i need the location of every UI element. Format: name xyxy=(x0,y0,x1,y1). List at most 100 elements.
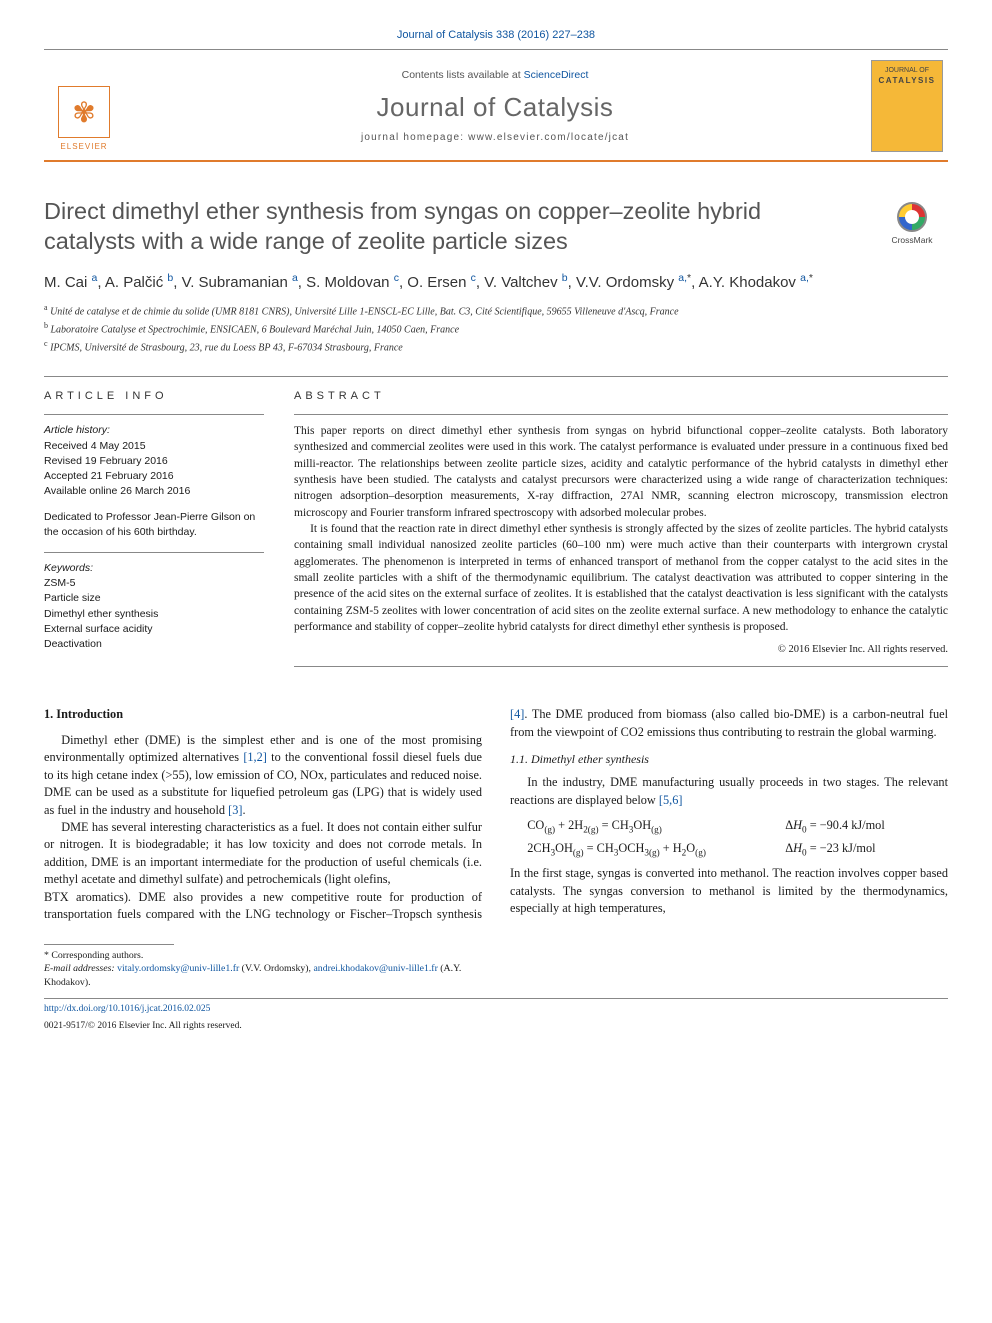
info-rule-2 xyxy=(44,552,264,553)
cover-box: JOURNAL OF CATALYSIS xyxy=(866,60,948,152)
ref-4[interactable]: [4] xyxy=(510,707,524,721)
author-affiliation-marker: b xyxy=(562,272,568,284)
article-title: Direct dimethyl ether synthesis from syn… xyxy=(44,196,858,256)
eq2-lhs: 2CH3OH(g) = CH3OCH3(g) + H2O(g) xyxy=(527,840,757,860)
author-affiliation-marker: a xyxy=(292,272,298,284)
history-revised: Revised 19 February 2016 xyxy=(44,454,264,469)
author: A. Palčić b xyxy=(105,274,173,291)
intro-p2: DME has several interesting characterist… xyxy=(44,819,482,889)
affiliation: b Laboratoire Catalyse et Spectrochimie,… xyxy=(44,320,948,338)
doi-line: http://dx.doi.org/10.1016/j.jcat.2016.02… xyxy=(44,1003,948,1016)
homepage-label: journal homepage: xyxy=(361,132,468,143)
crossmark-icon xyxy=(897,202,927,232)
equations: CO(g) + 2H2(g) = CH3OH(g) ΔH0 = −90.4 kJ… xyxy=(527,817,948,859)
history-received: Received 4 May 2015 xyxy=(44,439,264,454)
author-list: M. Cai a, A. Palčić b, V. Subramanian a,… xyxy=(44,271,948,295)
contents-line: Contents lists available at ScienceDirec… xyxy=(138,68,852,83)
affiliation: a Unité de catalyse et de chimie du soli… xyxy=(44,302,948,320)
cover-line2: CATALYSIS xyxy=(879,76,936,86)
author-affiliation-marker: b xyxy=(167,272,173,284)
keyword: ZSM-5 xyxy=(44,576,264,591)
author: O. Ersen c xyxy=(407,274,476,291)
affiliation: c IPCMS, Université de Strasbourg, 23, r… xyxy=(44,338,948,356)
email-line: E-mail addresses: vitaly.ordomsky@univ-l… xyxy=(44,962,469,989)
history-accepted: Accepted 21 February 2016 xyxy=(44,469,264,484)
ref-3[interactable]: [3] xyxy=(228,803,242,817)
masthead-center: Contents lists available at ScienceDirec… xyxy=(138,60,852,152)
eq2-rhs: ΔH0 = −23 kJ/mol xyxy=(785,840,875,860)
keywords-header: Keywords: xyxy=(44,561,264,576)
keyword: Dimethyl ether synthesis xyxy=(44,607,264,622)
author-affiliation-marker: c xyxy=(471,272,476,284)
crossmark-badge[interactable]: CrossMark xyxy=(876,196,948,256)
keyword: Deactivation xyxy=(44,637,264,652)
author-affiliation-marker: a xyxy=(92,272,98,284)
email-2[interactable]: andrei.khodakov@univ-lille1.fr xyxy=(313,963,437,974)
footnote-rule xyxy=(44,944,174,945)
author-affiliation-marker: a, xyxy=(678,272,687,284)
section-1-heading: 1. Introduction xyxy=(44,706,482,723)
abstract-p2: It is found that the reaction rate in di… xyxy=(294,521,948,635)
elsevier-logo[interactable]: ✾ ELSEVIER xyxy=(54,80,114,152)
journal-cover-thumb[interactable]: JOURNAL OF CATALYSIS xyxy=(871,60,943,152)
abstract-copyright: © 2016 Elsevier Inc. All rights reserved… xyxy=(294,643,948,658)
bottom-rule xyxy=(44,998,948,999)
affiliation-list: a Unité de catalyse et de chimie du soli… xyxy=(44,302,948,355)
issn-line: 0021-9517/© 2016 Elsevier Inc. All right… xyxy=(44,1020,948,1033)
homepage-url[interactable]: www.elsevier.com/locate/jcat xyxy=(468,132,629,143)
author-affiliation-marker: a, xyxy=(800,272,809,284)
corresponding-label: * Corresponding authors. xyxy=(44,949,469,963)
history-online: Available online 26 March 2016 xyxy=(44,484,264,499)
article-info-panel: ARTICLE INFO Article history: Received 4… xyxy=(44,389,264,668)
email-label: E-mail addresses: xyxy=(44,963,115,974)
sciencedirect-link[interactable]: ScienceDirect xyxy=(524,69,589,81)
citation-line: Journal of Catalysis 338 (2016) 227–238 xyxy=(44,28,948,43)
masthead: ✾ ELSEVIER Contents lists available at S… xyxy=(44,50,948,162)
publisher-name: ELSEVIER xyxy=(60,141,107,152)
corresponding-star-icon: * xyxy=(809,272,813,284)
author: V.V. Ordomsky a,* xyxy=(576,274,691,291)
cover-line1: JOURNAL OF xyxy=(885,67,929,75)
journal-name: Journal of Catalysis xyxy=(138,89,852,125)
abstract-panel: ABSTRACT This paper reports on direct di… xyxy=(294,389,948,668)
keyword: External surface acidity xyxy=(44,622,264,637)
affiliation-key: a xyxy=(44,303,48,312)
crossmark-label: CrossMark xyxy=(891,235,932,247)
email-1-who: (V.V. Ordomsky), xyxy=(239,963,313,974)
history-header: Article history: xyxy=(44,423,264,438)
intro-p1: Dimethyl ether (DME) is the simplest eth… xyxy=(44,732,482,819)
author-affiliation-marker: c xyxy=(394,272,399,284)
doi-link[interactable]: http://dx.doi.org/10.1016/j.jcat.2016.02… xyxy=(44,1004,210,1014)
ref-5-6[interactable]: [5,6] xyxy=(659,793,683,807)
keyword: Particle size xyxy=(44,591,264,606)
author: A.Y. Khodakov a,* xyxy=(699,274,813,291)
equation-1: CO(g) + 2H2(g) = CH3OH(g) ΔH0 = −90.4 kJ… xyxy=(527,817,948,837)
elsevier-tree-icon: ✾ xyxy=(58,86,110,138)
info-rule-1 xyxy=(44,414,264,415)
footnotes: * Corresponding authors. E-mail addresse… xyxy=(44,944,469,990)
publisher-logo-box: ✾ ELSEVIER xyxy=(44,60,124,152)
sub-p2: In the first stage, syngas is converted … xyxy=(510,865,948,917)
author: M. Cai a xyxy=(44,274,97,291)
eq1-rhs: ΔH0 = −90.4 kJ/mol xyxy=(785,817,885,837)
abstract-header: ABSTRACT xyxy=(294,389,948,405)
dedication: Dedicated to Professor Jean-Pierre Gilso… xyxy=(44,510,264,540)
abs-rule xyxy=(294,414,948,415)
abs-rule-bottom xyxy=(294,666,948,667)
email-1[interactable]: vitaly.ordomsky@univ-lille1.fr xyxy=(117,963,239,974)
spacer xyxy=(44,681,948,682)
article-info-header: ARTICLE INFO xyxy=(44,389,264,405)
body-columns: 1. Introduction Dimethyl ether (DME) is … xyxy=(44,706,948,923)
affiliation-key: c xyxy=(44,339,48,348)
affiliation-key: b xyxy=(44,321,48,330)
rule-mid xyxy=(44,376,948,377)
equation-2: 2CH3OH(g) = CH3OCH3(g) + H2O(g) ΔH0 = −2… xyxy=(527,840,948,860)
contents-prefix: Contents lists available at xyxy=(402,69,524,81)
eq1-lhs: CO(g) + 2H2(g) = CH3OH(g) xyxy=(527,817,757,837)
corresponding-star-icon: * xyxy=(687,272,691,284)
keywords-list: ZSM-5Particle sizeDimethyl ether synthes… xyxy=(44,576,264,652)
section-1-1-heading: 1.1. Dimethyl ether synthesis xyxy=(510,751,948,768)
author: V. Subramanian a xyxy=(182,274,298,291)
ref-1-2[interactable]: [1,2] xyxy=(243,750,267,764)
author: V. Valtchev b xyxy=(484,274,567,291)
